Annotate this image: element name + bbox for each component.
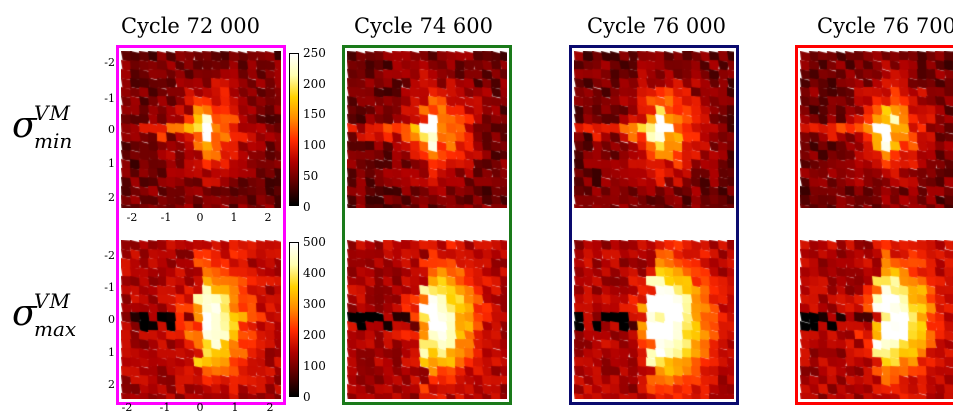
heatmap-min-cycle-76000 — [574, 51, 734, 208]
x-tick-bottom: -2 — [121, 401, 133, 414]
x-tick-top: -2 — [126, 211, 138, 224]
sigma-symbol: σ — [12, 105, 37, 146]
colorbar-min — [289, 53, 299, 206]
x-tick-bottom: -1 — [159, 401, 171, 414]
y-tick-top: 2 — [108, 191, 115, 204]
x-tick-bottom: 1 — [231, 401, 239, 414]
panel-title-cycle-76000: Cycle 76 000 — [587, 14, 726, 38]
panel-title-cycle-74600: Cycle 74 600 — [354, 14, 493, 38]
y-tick-top: -1 — [104, 92, 115, 105]
colorbar-min-tick: 250 — [303, 46, 326, 60]
label-superscript: VM — [34, 289, 71, 313]
colorbar-max-tick: 100 — [303, 359, 326, 373]
colorbar-max — [289, 242, 299, 397]
row-label-sigma-min: σ VM min — [12, 101, 72, 153]
y-tick-bottom: 2 — [108, 378, 115, 391]
y-tick-top: 0 — [108, 123, 115, 136]
row-label-sigma-max: σ VM max — [12, 289, 76, 341]
colorbar-min-tick: 200 — [303, 77, 326, 91]
y-tick-bottom: 1 — [108, 346, 115, 359]
panel-frame-cycle-74600 — [342, 45, 512, 405]
colorbar-max-tick: 300 — [303, 297, 326, 311]
x-tick-bottom: 0 — [196, 401, 204, 414]
x-tick-top: 2 — [264, 211, 272, 224]
y-tick-bottom: 0 — [108, 313, 115, 326]
panel-frame-cycle-76700 — [795, 45, 953, 405]
colorbar-min-tick: 50 — [303, 169, 319, 183]
panel-title-cycle-76700: Cycle 76 700 — [817, 14, 953, 38]
x-tick-top: -1 — [160, 211, 172, 224]
x-tick-top: 0 — [196, 211, 204, 224]
y-tick-top: -2 — [104, 56, 115, 69]
colorbar-max-tick: 200 — [303, 328, 326, 342]
x-tick-top: 1 — [230, 211, 238, 224]
heatmap-min-cycle-76700 — [800, 51, 953, 208]
y-tick-bottom: -2 — [104, 249, 115, 262]
heatmap-max-cycle-74600 — [347, 240, 507, 399]
panel-frame-cycle-76000 — [569, 45, 739, 405]
y-tick-top: 1 — [108, 157, 115, 170]
colorbar-max-tick: 500 — [303, 235, 326, 249]
colorbar-min-tick: 0 — [303, 200, 311, 214]
colorbar-max-tick: 0 — [303, 390, 311, 404]
y-tick-bottom: -1 — [104, 281, 115, 294]
heatmap-max-cycle-72000 — [121, 240, 281, 399]
heatmap-max-cycle-76000 — [574, 240, 734, 399]
label-superscript: VM — [34, 101, 71, 125]
colorbar-min-tick: 150 — [303, 107, 326, 121]
colorbar-min-tick: 100 — [303, 138, 326, 152]
heatmap-min-cycle-74600 — [347, 51, 507, 208]
colorbar-max-tick: 400 — [303, 266, 326, 280]
sigma-symbol: σ — [12, 293, 37, 334]
panel-title-cycle-72000: Cycle 72 000 — [121, 14, 260, 38]
x-tick-bottom: 2 — [266, 401, 274, 414]
label-subscript: min — [34, 129, 73, 153]
panel-frame-cycle-72000 — [116, 45, 286, 405]
heatmap-max-cycle-76700 — [800, 240, 953, 399]
label-subscript: max — [34, 317, 77, 341]
heatmap-min-cycle-72000 — [121, 51, 281, 208]
